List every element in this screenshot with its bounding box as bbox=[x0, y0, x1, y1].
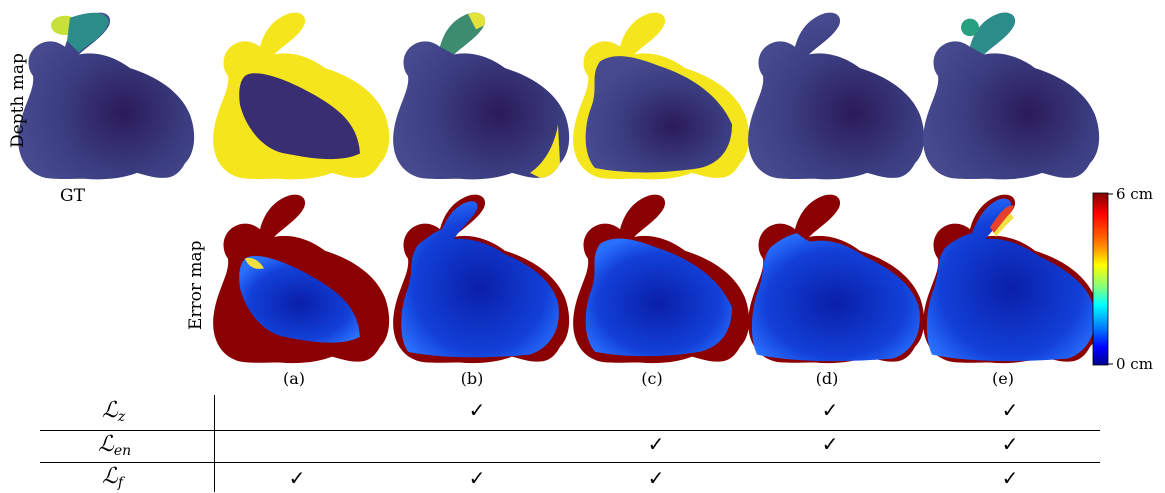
check-mark: ✓ bbox=[1001, 466, 1019, 490]
panel-label-b: (b) bbox=[460, 369, 484, 388]
gt-label: GT bbox=[60, 186, 85, 206]
loss-z-label: ℒz bbox=[102, 398, 126, 425]
table-rule-1 bbox=[40, 430, 1100, 431]
loss-f-label: ℒf bbox=[102, 464, 124, 491]
colorbar-min-label: 0 cm bbox=[1116, 355, 1153, 373]
table-rule-2 bbox=[40, 462, 1100, 463]
panel-label-c: (c) bbox=[641, 369, 663, 388]
depth-b bbox=[393, 12, 570, 180]
error-e bbox=[923, 194, 1100, 364]
depth-c bbox=[573, 12, 750, 180]
depth-e bbox=[923, 12, 1100, 180]
check-mark: ✓ bbox=[1001, 432, 1019, 456]
check-mark: ✓ bbox=[647, 432, 665, 456]
panel-label-a: (a) bbox=[282, 369, 306, 388]
check-mark: ✓ bbox=[821, 398, 839, 422]
check-mark: ✓ bbox=[468, 466, 486, 490]
colorbar bbox=[1092, 192, 1109, 366]
figure-panels bbox=[18, 12, 1113, 366]
depth-d bbox=[748, 12, 925, 180]
panel-label-d: (d) bbox=[815, 369, 839, 388]
error-b bbox=[393, 194, 570, 364]
check-mark: ✓ bbox=[1001, 398, 1019, 422]
check-mark: ✓ bbox=[647, 466, 665, 490]
table-vertical-rule bbox=[214, 395, 215, 492]
depth-a bbox=[213, 12, 390, 180]
colorbar-max-label: 6 cm bbox=[1116, 185, 1153, 203]
check-mark: ✓ bbox=[288, 466, 306, 490]
depth-gt bbox=[18, 12, 195, 180]
error-c bbox=[573, 194, 750, 364]
loss-en-label: ℒen bbox=[98, 432, 132, 459]
check-mark: ✓ bbox=[821, 432, 839, 456]
error-map-row-label: Error map bbox=[186, 240, 206, 330]
panel-label-e: (e) bbox=[992, 369, 1014, 388]
error-d bbox=[748, 194, 925, 364]
depth-map-row-label: Depth map bbox=[8, 53, 28, 148]
check-mark: ✓ bbox=[468, 398, 486, 422]
error-a bbox=[213, 194, 390, 364]
